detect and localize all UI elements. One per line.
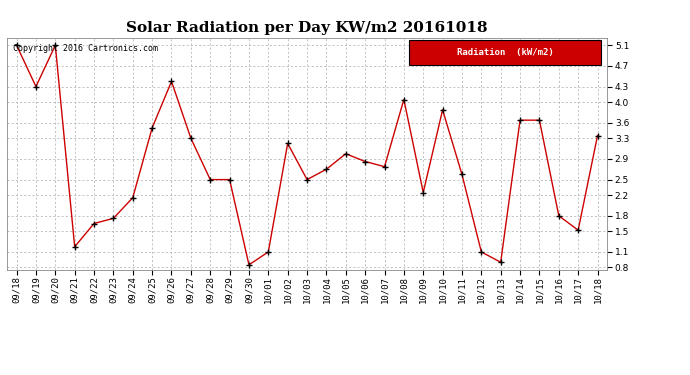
Text: Radiation  (kW/m2): Radiation (kW/m2) <box>457 48 553 57</box>
FancyBboxPatch shape <box>409 40 601 65</box>
Text: Copyright 2016 Cartronics.com: Copyright 2016 Cartronics.com <box>13 45 158 54</box>
Title: Solar Radiation per Day KW/m2 20161018: Solar Radiation per Day KW/m2 20161018 <box>126 21 488 35</box>
